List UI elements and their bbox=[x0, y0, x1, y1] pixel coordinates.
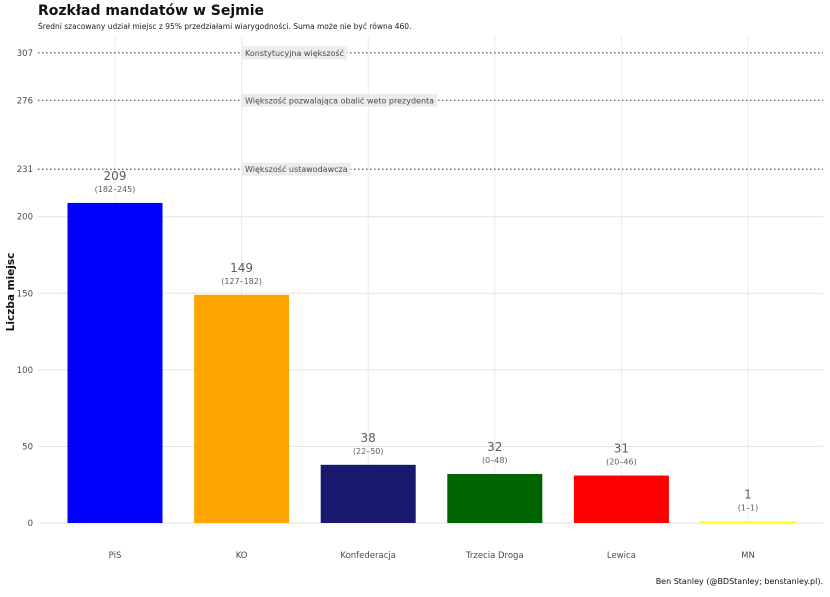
y-tick-label: 307 bbox=[17, 49, 33, 59]
interval-label: (1–1) bbox=[738, 503, 758, 512]
value-label: 32 bbox=[487, 440, 502, 454]
reference-label-background bbox=[242, 162, 351, 176]
reference-label-background bbox=[242, 46, 348, 60]
reference-label-background bbox=[242, 93, 438, 107]
reference-line-label: Większość ustawodawcza bbox=[245, 164, 348, 174]
chart-subtitle: Średni szacowany udział miejsc z 95% prz… bbox=[38, 22, 411, 31]
bar-ko bbox=[194, 294, 290, 523]
chart-title: Rozkład mandatów w Sejmie bbox=[38, 3, 264, 19]
bar-konfederacja bbox=[320, 464, 416, 523]
value-label: 209 bbox=[104, 169, 127, 183]
y-tick-label: 200 bbox=[17, 213, 33, 223]
interval-label: (0–48) bbox=[482, 456, 508, 465]
interval-label: (127–182) bbox=[221, 277, 262, 286]
value-label: 38 bbox=[361, 431, 376, 445]
y-tick-label: 150 bbox=[17, 289, 33, 299]
x-tick-label: KO bbox=[236, 551, 248, 561]
reference-line-label: Większość pozwalająca obalić weto prezyd… bbox=[245, 95, 434, 105]
x-tick-label: MN bbox=[741, 551, 755, 561]
interval-label: (182–245) bbox=[95, 185, 136, 194]
reference-lines: Konstytucyjna większość Większość pozwala… bbox=[38, 46, 823, 176]
x-tick-label: Lewica bbox=[607, 551, 636, 561]
value-label: 31 bbox=[614, 442, 629, 456]
data-labels: 209 (182–245) 149 (127–182) 38 (22–50) 32 (0–48… bbox=[95, 169, 759, 513]
interval-label: (20–46) bbox=[606, 458, 637, 467]
y-tick-label: 231 bbox=[17, 165, 33, 175]
bar-lewica bbox=[573, 475, 669, 523]
value-label: 1 bbox=[744, 487, 752, 501]
axis-labels: 0 50 100 150 200 307 276 231 PiS KO Konfederacja Tr… bbox=[17, 49, 755, 561]
grid-layer bbox=[38, 36, 823, 524]
interval-label: (22–50) bbox=[353, 447, 384, 456]
y-tick-label: 50 bbox=[22, 442, 33, 452]
y-axis-label: Liczba miejsc bbox=[5, 253, 17, 332]
bar-trzecia-droga bbox=[447, 473, 543, 523]
bar-mn bbox=[700, 521, 796, 523]
x-tick-label: Trzecia Droga bbox=[465, 551, 524, 561]
x-tick-label: Konfederacja bbox=[340, 551, 396, 561]
value-label: 149 bbox=[230, 261, 253, 275]
bar-pis bbox=[67, 202, 163, 523]
bars bbox=[67, 202, 796, 523]
y-tick-label: 276 bbox=[17, 96, 33, 106]
x-tick-label: PiS bbox=[109, 551, 122, 561]
chart-caption: Ben Stanley (@BDStanley; benstanley.pl). bbox=[656, 577, 823, 586]
reference-line-label: Konstytucyjna większość bbox=[245, 48, 344, 58]
y-tick-label: 0 bbox=[28, 519, 33, 529]
y-tick-label: 100 bbox=[17, 366, 33, 376]
